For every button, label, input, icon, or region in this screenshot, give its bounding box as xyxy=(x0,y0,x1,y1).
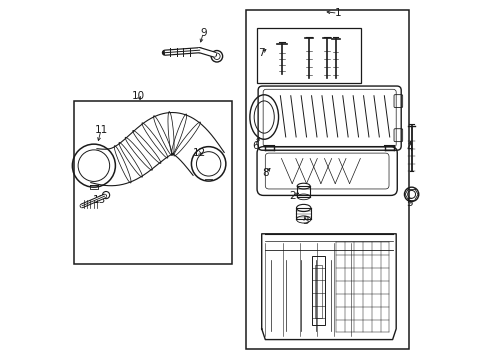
Text: 7: 7 xyxy=(258,48,264,58)
Text: 2: 2 xyxy=(289,191,296,201)
Text: 3: 3 xyxy=(302,216,308,226)
Text: 13: 13 xyxy=(92,195,106,205)
Text: 6: 6 xyxy=(251,141,258,151)
Text: 12: 12 xyxy=(193,148,206,158)
Text: 11: 11 xyxy=(94,125,107,135)
Text: 4: 4 xyxy=(406,143,412,153)
Bar xyxy=(257,28,360,83)
Bar xyxy=(246,10,408,348)
Bar xyxy=(74,101,231,264)
Text: 10: 10 xyxy=(132,91,145,101)
Text: 5: 5 xyxy=(406,198,412,208)
Text: 8: 8 xyxy=(262,168,269,178)
Text: 1: 1 xyxy=(334,8,340,18)
Text: 9: 9 xyxy=(200,28,206,38)
Bar xyxy=(311,256,324,325)
Bar xyxy=(314,265,321,318)
